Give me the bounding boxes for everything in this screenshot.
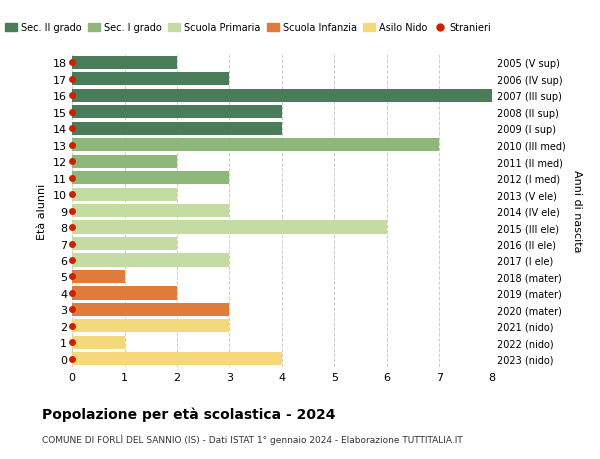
Bar <box>72 172 229 185</box>
Text: COMUNE DI FORLÌ DEL SANNIO (IS) - Dati ISTAT 1° gennaio 2024 - Elaborazione TUTT: COMUNE DI FORLÌ DEL SANNIO (IS) - Dati I… <box>42 434 463 444</box>
Bar <box>72 270 125 283</box>
Bar <box>72 287 177 300</box>
Legend: Sec. II grado, Sec. I grado, Scuola Primaria, Scuola Infanzia, Asilo Nido, Stran: Sec. II grado, Sec. I grado, Scuola Prim… <box>1 19 496 37</box>
Bar <box>72 90 492 103</box>
Bar <box>72 155 177 168</box>
Y-axis label: Anni di nascita: Anni di nascita <box>572 170 582 252</box>
Bar <box>72 303 229 316</box>
Bar <box>72 73 229 86</box>
Bar <box>72 254 229 267</box>
Bar <box>72 123 282 135</box>
Bar <box>72 221 387 234</box>
Bar <box>72 106 282 119</box>
Y-axis label: Età alunni: Età alunni <box>37 183 47 239</box>
Bar <box>72 139 439 152</box>
Bar <box>72 237 177 251</box>
Bar <box>72 205 229 218</box>
Bar <box>72 57 177 70</box>
Bar <box>72 319 229 333</box>
Text: Popolazione per età scolastica - 2024: Popolazione per età scolastica - 2024 <box>42 406 335 421</box>
Bar <box>72 188 177 202</box>
Bar <box>72 336 125 349</box>
Bar <box>72 353 282 365</box>
